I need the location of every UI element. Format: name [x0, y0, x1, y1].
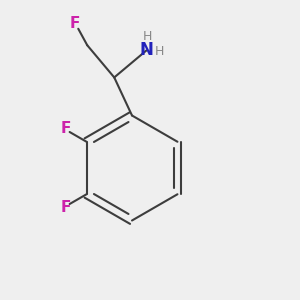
Text: N: N: [140, 41, 153, 59]
Text: F: F: [61, 121, 71, 136]
Text: H: H: [154, 45, 164, 58]
Text: F: F: [70, 16, 80, 31]
Text: H: H: [142, 30, 152, 44]
Text: F: F: [61, 200, 71, 215]
